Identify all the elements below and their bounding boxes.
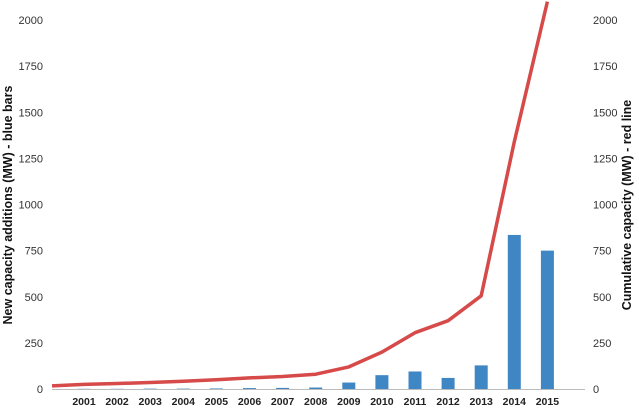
bar: [375, 375, 389, 389]
x-tick: 2010: [370, 396, 394, 408]
bar: [441, 377, 455, 389]
y-axis-left-title: New capacity additions (MW) - blue bars: [1, 85, 15, 324]
x-tick: 2014: [503, 396, 527, 408]
bar: [243, 388, 256, 389]
y-tick-right: 0: [593, 384, 599, 396]
x-tick: 2009: [337, 396, 361, 408]
y-tick-right: 1500: [593, 107, 617, 119]
y-tick-right: 1750: [593, 61, 617, 73]
y-tick-right: 750: [593, 246, 611, 258]
x-tick: 2006: [238, 396, 262, 408]
y-tick-left: 2000: [19, 15, 43, 27]
x-tick: 2004: [172, 396, 196, 408]
y-tick-left: 1750: [19, 61, 43, 73]
bar: [209, 388, 223, 389]
x-tick: 2003: [139, 396, 163, 408]
y-axis-right-ticks: 0 250 500 750 1000 1250 1500 1750 2000: [593, 15, 617, 396]
bar: [276, 387, 290, 389]
x-tick: 2012: [436, 396, 460, 408]
y-tick-right: 2000: [593, 15, 617, 27]
x-tick: 2013: [470, 396, 494, 408]
x-tick: 2005: [205, 396, 229, 408]
bar: [342, 382, 356, 389]
y-tick-left: 1000: [19, 200, 43, 212]
x-tick: 2007: [271, 396, 295, 408]
bar: [540, 250, 554, 389]
bar: [474, 365, 488, 389]
y-tick-right: 500: [593, 292, 611, 304]
y-tick-left: 500: [25, 292, 43, 304]
y-tick-left: 1500: [19, 107, 43, 119]
y-tick-right: 1250: [593, 153, 617, 165]
y-tick-left: 750: [25, 246, 43, 258]
x-tick: 2008: [304, 396, 328, 408]
x-tick: 2002: [105, 396, 129, 408]
y-tick-left: 1250: [19, 153, 43, 165]
x-tick: 2011: [404, 396, 427, 408]
y-axis-left-ticks: 0 250 500 750 1000 1250 1500 1750 2000: [19, 15, 43, 396]
x-axis-ticks: 2001 2002 2003 2004 2005 2006 2007 2008 2009 2010…: [72, 396, 559, 408]
bars-group: [77, 234, 554, 389]
y-tick-right: 250: [593, 338, 611, 350]
y-tick-left: 250: [25, 338, 43, 350]
bar: [309, 387, 323, 389]
x-tick: 2015: [536, 396, 560, 408]
bar: [408, 371, 422, 389]
bar: [507, 234, 521, 389]
y-tick-right: 1000: [593, 200, 617, 212]
y-tick-left: 0: [37, 384, 43, 396]
x-tick: 2001: [72, 396, 96, 408]
cumulative-line: [51, 1, 550, 388]
y-axis-right-title: Cumulative capacity (MW) - red line: [620, 100, 634, 311]
